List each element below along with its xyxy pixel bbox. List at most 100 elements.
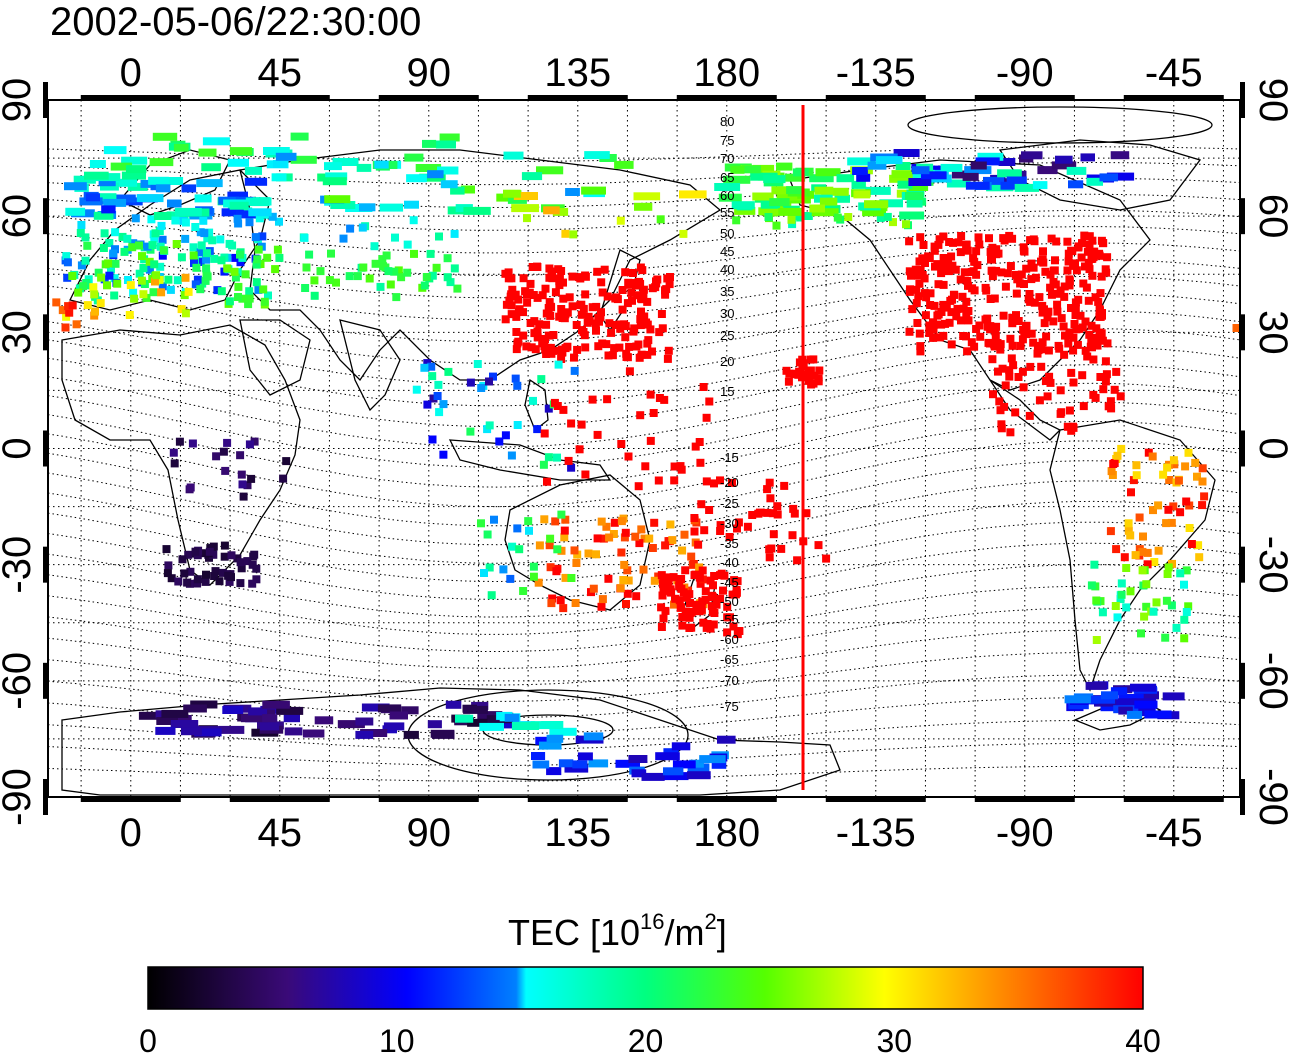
tec-cell	[875, 156, 903, 165]
tec-cell	[548, 594, 557, 603]
tec-cell	[893, 149, 920, 157]
tec-cell	[681, 566, 690, 575]
tec-cell	[834, 194, 850, 203]
tec-cell	[643, 339, 652, 348]
tec-cell	[615, 343, 624, 352]
tec-cell	[138, 711, 159, 720]
tec-cell	[164, 275, 173, 284]
tec-cell	[1112, 367, 1121, 376]
magnetic-latitude-contour	[48, 328, 1240, 407]
top-longitude-tick-label: 0	[120, 51, 142, 95]
tec-cell	[646, 436, 655, 445]
tec-cell	[1065, 281, 1074, 290]
tec-cell	[567, 463, 576, 472]
tec-cell	[709, 620, 718, 629]
tec-cell	[1180, 615, 1189, 624]
tec-cell	[212, 452, 221, 461]
tec-cell	[77, 261, 86, 270]
tec-cell	[1132, 471, 1141, 480]
tec-cell	[785, 369, 794, 378]
magnetic-latitude-contour	[48, 720, 1240, 751]
tec-cell	[994, 367, 1002, 376]
tec-cell	[1069, 422, 1077, 431]
tec-cell	[1162, 519, 1171, 528]
tec-cell	[964, 316, 973, 325]
tec-cell	[243, 481, 252, 490]
tec-cell	[389, 711, 408, 720]
tec-cell	[1018, 367, 1027, 376]
tec-cell	[76, 229, 85, 237]
tec-cell	[547, 599, 556, 608]
tec-cell	[135, 269, 144, 278]
tec-cell	[1007, 354, 1016, 363]
tec-cell	[167, 199, 182, 208]
tec-cell	[659, 583, 668, 592]
tec-cell	[637, 525, 646, 534]
tec-cell	[1026, 297, 1035, 306]
tec-cell	[513, 421, 522, 429]
tec-cell	[282, 457, 291, 466]
tec-cell	[945, 318, 954, 327]
tec-cell	[581, 343, 590, 352]
tec-cell	[956, 248, 965, 257]
tec-cell	[118, 232, 127, 241]
tec-cell	[271, 265, 280, 274]
tec-cell	[984, 338, 993, 347]
tec-cell	[764, 213, 773, 221]
tec-cell	[675, 576, 684, 585]
tec-cell	[433, 392, 442, 400]
tec-cell	[672, 760, 696, 769]
tec-cell	[283, 714, 300, 723]
tec-cell	[103, 281, 111, 290]
tec-cell	[164, 561, 173, 570]
tec-cell	[792, 168, 809, 177]
tec-cell	[170, 459, 179, 468]
tec-cell	[545, 264, 554, 273]
tec-cell	[111, 228, 120, 237]
coastline-europe	[69, 169, 271, 311]
tec-cell	[623, 299, 632, 308]
tec-cell	[161, 177, 184, 185]
tec-cell	[1085, 265, 1094, 274]
tec-cell	[620, 560, 629, 569]
magnetic-latitude-label: -70	[720, 673, 739, 688]
tec-cell	[103, 146, 127, 155]
tec-cell	[758, 207, 784, 216]
tec-cell	[1084, 296, 1093, 305]
tec-cell	[631, 532, 640, 541]
tec-cell	[946, 179, 971, 188]
tec-cell	[690, 527, 699, 536]
colorbar-label: TEC [1016/m2]	[508, 909, 727, 953]
tec-cell	[507, 310, 516, 319]
tec-cell	[138, 252, 146, 261]
top-longitude-tick-label: -135	[836, 51, 916, 95]
tec-cell	[65, 308, 74, 317]
tec-cell	[81, 233, 90, 242]
tec-cell	[748, 511, 757, 519]
tec-cell	[205, 553, 213, 562]
tec-cell	[1195, 553, 1204, 562]
tec-cell	[85, 193, 100, 202]
tec-cell	[1012, 311, 1020, 320]
tec-cell	[511, 290, 520, 299]
tec-cell	[634, 482, 643, 491]
tec-cell	[1130, 683, 1157, 692]
tec-cell	[1135, 513, 1144, 522]
coastline-africa	[61, 324, 301, 586]
tec-cell	[526, 319, 535, 327]
magnetic-latitude-label: -30	[720, 516, 739, 531]
colorbar-tick-label: 0	[139, 1023, 157, 1057]
tec-cell	[394, 266, 403, 275]
tec-cell	[166, 285, 175, 294]
tec-cell	[477, 519, 485, 528]
tec-cell	[359, 203, 376, 212]
tec-cell	[1180, 580, 1188, 589]
tec-cell	[524, 517, 533, 526]
tec-cell	[100, 182, 119, 191]
tec-cell	[1081, 346, 1090, 355]
tec-cell	[786, 186, 804, 195]
tec-cell	[490, 515, 498, 524]
tec-cell	[588, 303, 597, 312]
tec-cell	[568, 272, 577, 281]
left-latitude-tick-label: 90	[0, 78, 39, 123]
